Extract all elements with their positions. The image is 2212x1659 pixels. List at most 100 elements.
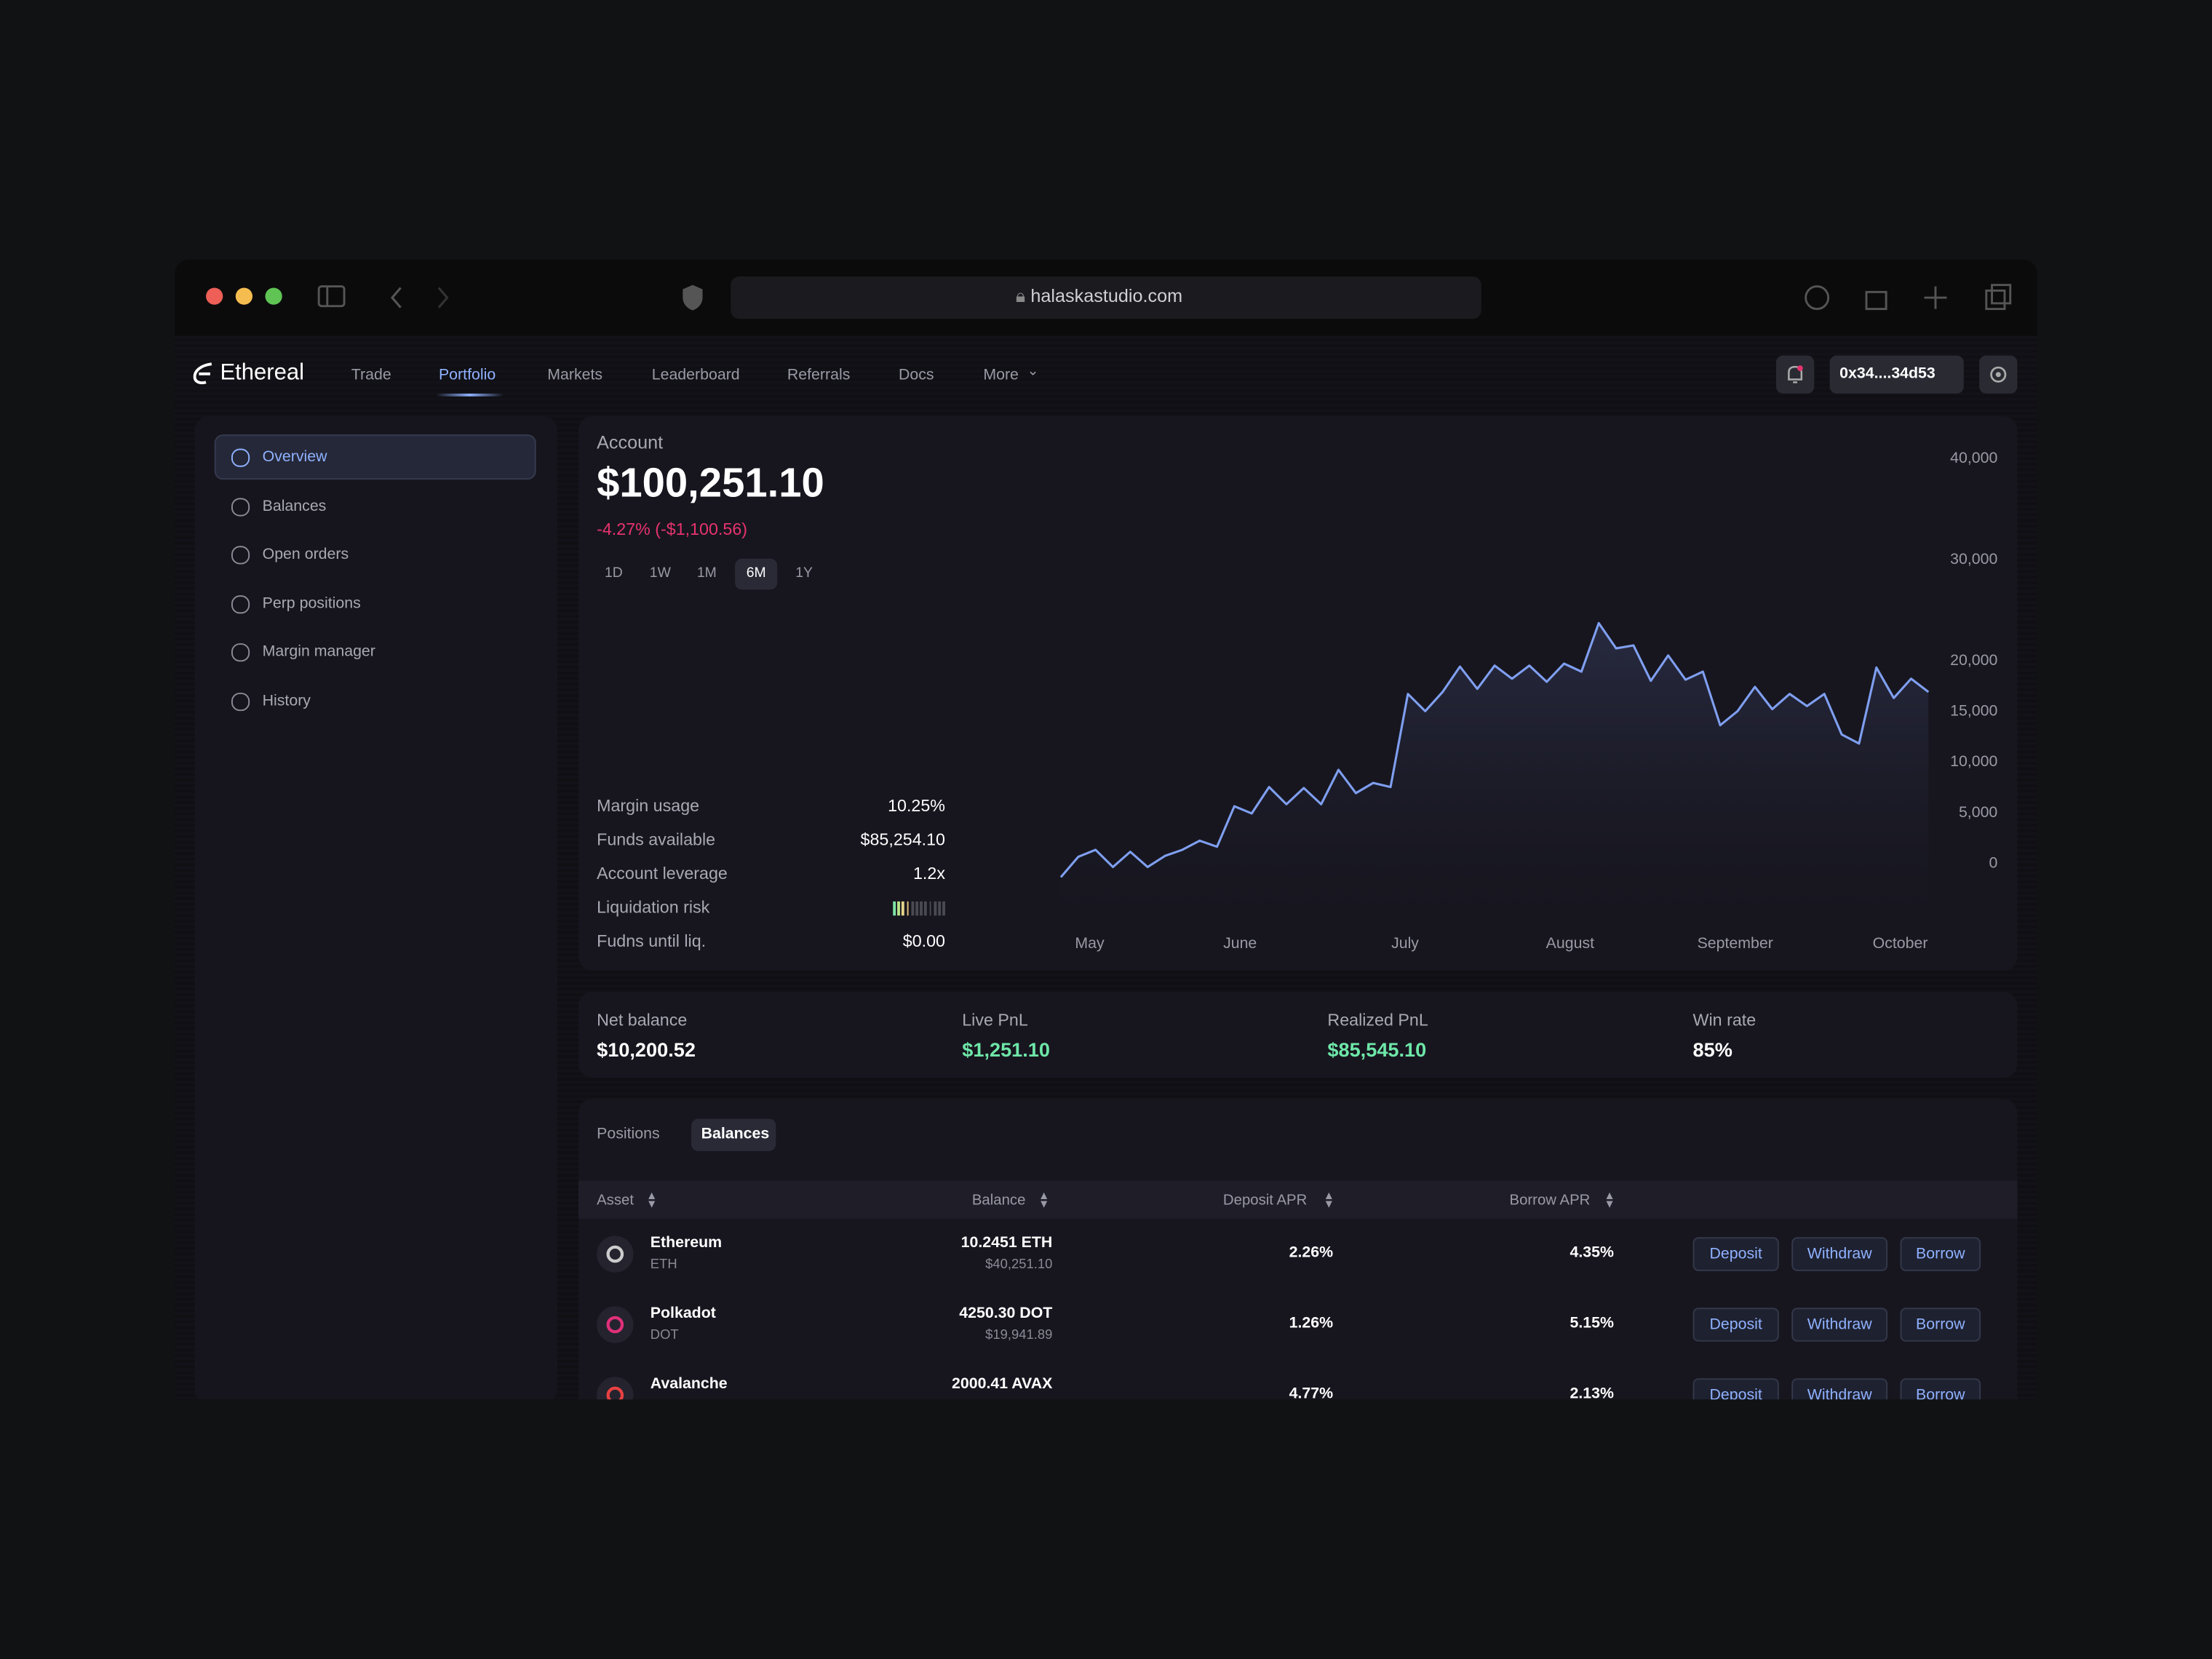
sidebar-icon bbox=[231, 691, 250, 711]
x-tick-label: August bbox=[1546, 934, 1594, 952]
stat-label: Net balance bbox=[597, 1010, 688, 1030]
sidebar-icon bbox=[231, 448, 250, 467]
nav-underline bbox=[436, 393, 504, 397]
action-button[interactable]: Deposit bbox=[1692, 1378, 1779, 1400]
action-button[interactable]: Borrow bbox=[1900, 1308, 1981, 1342]
asset-name: Polkadot bbox=[650, 1305, 716, 1322]
gear-button[interactable] bbox=[1979, 355, 2018, 394]
metric-label: Margin usage bbox=[597, 795, 700, 816]
column-header[interactable]: Asset bbox=[597, 1192, 634, 1209]
action-button[interactable]: Borrow bbox=[1900, 1237, 1981, 1271]
wallet-address: 0x34....34d53 bbox=[1839, 365, 1936, 383]
deposit-apr: 2.26% bbox=[1289, 1244, 1334, 1262]
period-button[interactable]: 1Y bbox=[795, 565, 813, 581]
stat-value: $10,200.52 bbox=[597, 1038, 696, 1061]
nav-link[interactable]: Leaderboard bbox=[651, 367, 740, 384]
risk-segment bbox=[897, 901, 900, 916]
close-dot[interactable] bbox=[206, 287, 223, 305]
minimize-dot[interactable] bbox=[235, 287, 253, 305]
metric-label: Funds available bbox=[597, 830, 716, 850]
browser-toolbar: 🔒︎ halaskastudio.com bbox=[175, 259, 2037, 336]
period-button[interactable]: 1M bbox=[696, 565, 717, 581]
x-tick-label: October bbox=[1873, 934, 1928, 952]
nav-link[interactable]: Referrals bbox=[787, 367, 851, 384]
area-fill bbox=[1060, 623, 1929, 921]
tab[interactable]: Positions bbox=[597, 1126, 660, 1143]
column-header[interactable]: Deposit APR bbox=[1222, 1192, 1308, 1209]
asset-icon bbox=[597, 1236, 634, 1273]
more-caret: ⌄ bbox=[1027, 364, 1039, 380]
action-button[interactable]: Deposit bbox=[1692, 1237, 1779, 1271]
stat-label: Win rate bbox=[1692, 1010, 1757, 1030]
account-change: -4.27% (-$1,100.56) bbox=[597, 519, 748, 539]
sort-icon: ▲ ▼ bbox=[1323, 1189, 1334, 1211]
browser-window: 🔒︎ halaskastudio.com Ethereal Trade Portfo… bbox=[175, 259, 2037, 1400]
y-tick-label: 20,000 bbox=[1950, 651, 1997, 669]
period-button[interactable]: 1W bbox=[649, 565, 671, 581]
tab[interactable]: Balances bbox=[701, 1126, 770, 1143]
risk-segment bbox=[920, 901, 923, 916]
sidebar-item[interactable]: Open orders bbox=[262, 546, 349, 563]
risk-segment bbox=[911, 901, 914, 916]
wallet-button[interactable]: 0x34....34d53 bbox=[1829, 355, 1964, 394]
period-button[interactable]: 6M bbox=[746, 565, 766, 581]
period-active-bg bbox=[735, 558, 778, 590]
logo-text: Ethereal bbox=[220, 361, 304, 386]
stat-value: 85% bbox=[1692, 1038, 1732, 1061]
nav-link[interactable]: Portfolio bbox=[438, 367, 496, 384]
column-header[interactable]: Balance bbox=[971, 1192, 1026, 1209]
sidebar-item[interactable]: Overview bbox=[262, 448, 327, 466]
period-button[interactable]: 1D bbox=[604, 565, 623, 581]
sidebar-item[interactable]: Margin manager bbox=[262, 643, 375, 661]
metric-value: $0.00 bbox=[902, 931, 945, 951]
account-label: Account bbox=[597, 431, 664, 453]
action-button[interactable]: Deposit bbox=[1692, 1308, 1779, 1342]
risk-segment bbox=[902, 901, 905, 916]
nav-link[interactable]: Markets bbox=[547, 367, 603, 384]
sort-icon: ▲ ▼ bbox=[1604, 1189, 1615, 1211]
stat-value: $1,251.10 bbox=[962, 1038, 1051, 1061]
asset-icon bbox=[597, 1377, 634, 1400]
action-button[interactable]: Borrow bbox=[1900, 1378, 1981, 1400]
x-tick-label: September bbox=[1698, 934, 1773, 952]
balance: 2000.41 AVAX bbox=[952, 1375, 1053, 1393]
asset-name: Avalanche bbox=[650, 1375, 728, 1393]
sidebar-active bbox=[214, 434, 536, 480]
stat-label: Live PnL bbox=[962, 1010, 1028, 1030]
action-button[interactable]: Withdraw bbox=[1791, 1237, 1888, 1271]
account-value: $100,251.10 bbox=[597, 461, 824, 507]
action-button[interactable]: Withdraw bbox=[1791, 1308, 1888, 1342]
y-tick-label: 15,000 bbox=[1950, 702, 1997, 720]
nav-link[interactable]: More bbox=[983, 367, 1019, 384]
address-bar[interactable] bbox=[731, 276, 1481, 319]
sidebar-item[interactable]: Perp positions bbox=[262, 594, 361, 612]
risk-bar bbox=[893, 901, 947, 916]
tab-active-bg bbox=[691, 1118, 776, 1152]
deposit-apr: 1.26% bbox=[1289, 1314, 1334, 1332]
action-button[interactable]: Withdraw bbox=[1791, 1378, 1888, 1400]
y-tick-label: 0 bbox=[1989, 854, 1997, 871]
sidebar-item[interactable]: Balances bbox=[262, 497, 327, 514]
nav-link[interactable]: Docs bbox=[899, 367, 934, 384]
sidebar-item[interactable]: History bbox=[262, 691, 311, 709]
metric-value: 10.25% bbox=[888, 795, 945, 816]
portfolio-chart: 0 5,000 10,000 15,000 20,000 30,000 40,000 May J… bbox=[1059, 449, 1997, 952]
bell-button[interactable] bbox=[1775, 355, 1815, 394]
nav-link[interactable]: Trade bbox=[351, 367, 391, 384]
borrow-apr: 5.15% bbox=[1570, 1314, 1614, 1332]
risk-segment bbox=[893, 901, 896, 916]
metric-label: Liquidation risk bbox=[597, 897, 710, 918]
maximize-dot[interactable] bbox=[265, 287, 282, 305]
stat-label: Realized PnL bbox=[1327, 1010, 1428, 1030]
balance: 10.2451 ETH bbox=[960, 1234, 1053, 1252]
metric-value: $85,254.10 bbox=[860, 830, 945, 850]
column-header[interactable]: Borrow APR bbox=[1509, 1192, 1591, 1209]
x-tick-label: June bbox=[1223, 934, 1257, 952]
asset-symbol: ETH bbox=[650, 1257, 677, 1273]
logo-icon bbox=[193, 362, 213, 385]
sort-icon: ▲ ▼ bbox=[1038, 1189, 1050, 1211]
balance-usd: $19,941.89 bbox=[985, 1327, 1053, 1343]
line bbox=[1059, 621, 1930, 878]
